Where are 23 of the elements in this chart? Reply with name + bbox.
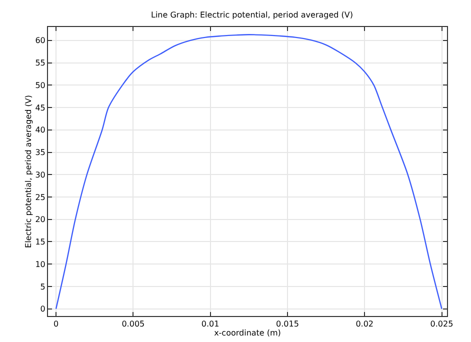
x-tick-label: 0.025 <box>430 320 454 329</box>
y-axis-title: Electric potential, period averaged (V) <box>24 95 33 248</box>
y-tick-label: 10 <box>35 260 46 269</box>
y-tick-label: 40 <box>35 126 46 135</box>
y-tick-label: 45 <box>35 103 46 112</box>
y-tick-label: 55 <box>35 58 46 68</box>
x-tick-label: 0.01 <box>201 320 220 329</box>
y-tick-label: 15 <box>35 238 46 247</box>
x-axis-title: x-coordinate (m) <box>214 328 281 338</box>
x-tick-label: 0.005 <box>122 320 145 329</box>
x-tick-label: 0 <box>53 320 59 329</box>
y-tick-label: 60 <box>35 36 46 46</box>
y-tick-label: 0 <box>40 304 46 314</box>
x-tick-label: 0.015 <box>276 320 299 329</box>
y-tick-label: 20 <box>35 215 46 224</box>
y-tick-label: 50 <box>35 80 46 90</box>
y-tick-label: 30 <box>35 170 46 180</box>
y-tick-label: 25 <box>35 192 46 202</box>
y-tick-label: 5 <box>40 282 46 292</box>
chart-title: Line Graph: Electric potential, period averaged (V) <box>151 10 353 20</box>
line-series <box>55 34 442 310</box>
y-tick-label: 35 <box>35 148 46 158</box>
x-tick-label: 0.02 <box>356 320 374 329</box>
